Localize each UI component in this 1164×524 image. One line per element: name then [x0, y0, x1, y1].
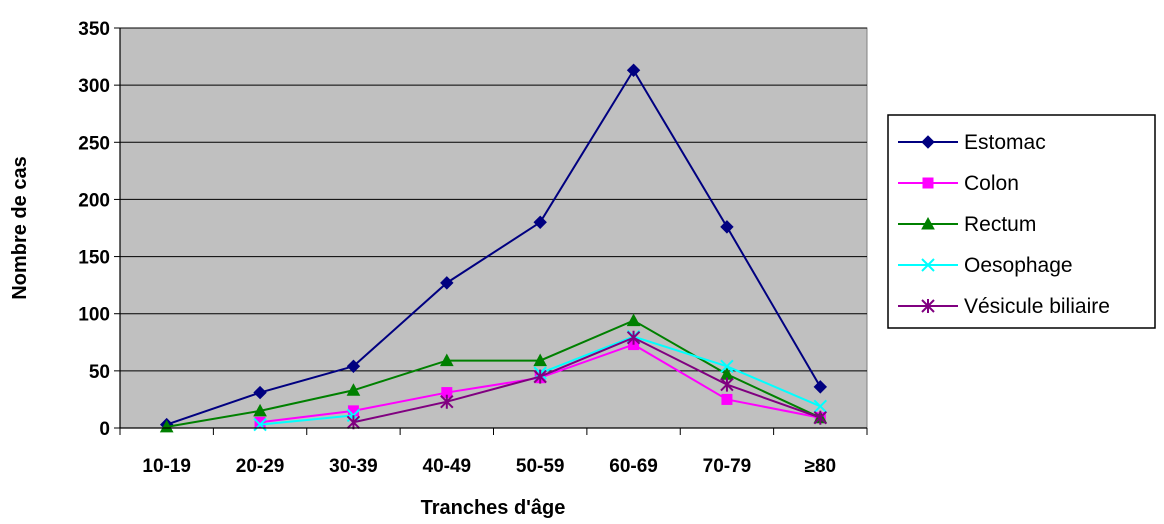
series-line: [539, 335, 821, 408]
data-point: [626, 63, 641, 77]
data-point: [533, 369, 547, 384]
y-tick-label: 50: [89, 362, 110, 383]
data-point: [813, 380, 828, 394]
legend-label: Vésicule biliaire: [964, 295, 1110, 318]
x-tick-label: ≥80: [805, 456, 837, 477]
y-tick-label: 150: [78, 248, 110, 269]
series-line: [166, 319, 821, 428]
legend-marker: [921, 135, 935, 149]
x-axis-title: Tranches d'âge: [421, 497, 566, 519]
series-rectum: [159, 313, 828, 433]
plot-area: [119, 27, 868, 429]
legend-label: Colon: [964, 172, 1019, 195]
legend-marker: [922, 177, 934, 189]
series-estomac: [159, 63, 828, 432]
data-point: [533, 215, 547, 229]
y-tick-label: 0: [99, 419, 110, 440]
legend-marker: [921, 258, 935, 272]
data-point: [159, 419, 174, 433]
x-tick-label: 40-49: [423, 456, 472, 477]
series-v-sicule-biliaire: [346, 330, 828, 430]
x-tick-label: 50-59: [516, 456, 565, 477]
data-point: [253, 403, 267, 417]
legend-label: Oesophage: [964, 254, 1073, 277]
data-point: [721, 393, 733, 405]
axes: 0 50 100 150 200 250 300 350 10-19 20-29 30-39 40-4…: [78, 19, 868, 477]
data-point: [626, 330, 641, 345]
legend-marker: [921, 299, 935, 313]
legend-item: Rectum: [898, 213, 1036, 236]
y-tick-label: 250: [78, 133, 110, 154]
data-point: [439, 353, 454, 367]
gridlines: [120, 27, 867, 372]
legend-box: [887, 114, 1156, 329]
data-point: [440, 394, 454, 409]
data-point: [813, 410, 828, 425]
series-line: [166, 68, 822, 426]
data-point: [440, 276, 454, 290]
data-point: [533, 353, 548, 367]
series-layer: [159, 63, 828, 433]
series-line: [353, 336, 821, 424]
x-tick-label: 10-19: [142, 456, 191, 477]
data-point: [346, 415, 361, 430]
x-tick-label: 60-69: [609, 456, 658, 477]
y-tick-label: 200: [78, 190, 110, 211]
x-tick-label: 20-29: [236, 456, 285, 477]
data-point: [346, 359, 361, 373]
data-point: [720, 359, 734, 373]
data-point: [253, 385, 267, 400]
data-point: [346, 383, 361, 396]
legend-marker: [921, 216, 935, 230]
y-tick-label: 300: [78, 76, 110, 97]
legend-item: Vésicule biliaire: [898, 295, 1110, 318]
y-tick-label: 100: [78, 305, 110, 326]
data-point: [626, 313, 641, 327]
data-point: [254, 416, 266, 428]
legend-label: Estomac: [964, 131, 1046, 154]
legend-item: Oesophage: [898, 254, 1073, 277]
legend-item: Estomac: [898, 131, 1046, 154]
legend-label: Rectum: [964, 213, 1036, 236]
legend: Estomac Colon Rectum Oesophage Vésicule bili…: [887, 114, 1156, 329]
y-axis-title: Nombre de cas: [9, 156, 31, 299]
data-point: [720, 220, 734, 234]
y-tick-label: 350: [78, 19, 110, 40]
legend-item: Colon: [898, 172, 1019, 195]
series-line: [259, 414, 354, 426]
x-tick-label: 30-39: [329, 456, 378, 477]
data-point: [720, 377, 734, 392]
x-tick-label: 70-79: [703, 456, 752, 477]
data-point: [813, 399, 828, 413]
